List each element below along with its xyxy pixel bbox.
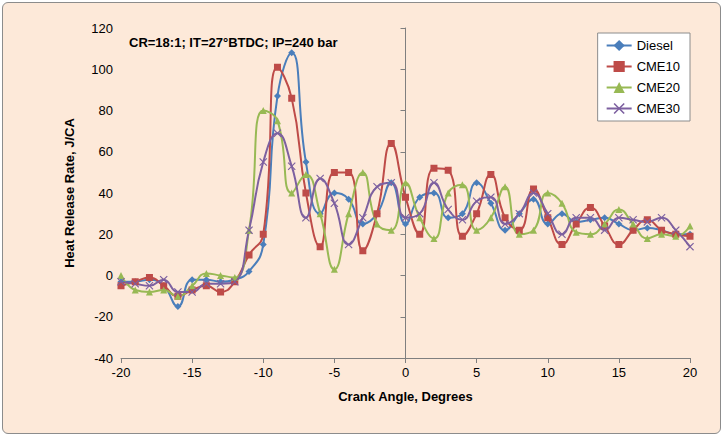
svg-text:120: 120 [91, 21, 113, 36]
svg-text:10: 10 [541, 365, 555, 380]
svg-text:0: 0 [106, 268, 113, 283]
svg-text:5: 5 [473, 365, 480, 380]
svg-text:-10: -10 [254, 365, 273, 380]
svg-text:60: 60 [99, 144, 113, 159]
svg-text:CME10: CME10 [637, 59, 680, 74]
svg-text:15: 15 [612, 365, 626, 380]
svg-text:100: 100 [91, 62, 113, 77]
svg-text:-40: -40 [94, 351, 113, 366]
svg-text:-20: -20 [112, 365, 131, 380]
svg-text:Heat Release Rate, J/CA: Heat Release Rate, J/CA [62, 118, 77, 268]
svg-text:0: 0 [402, 365, 409, 380]
svg-text:-5: -5 [329, 365, 341, 380]
svg-text:40: 40 [99, 186, 113, 201]
svg-text:CME30: CME30 [637, 101, 680, 116]
svg-text:20: 20 [683, 365, 697, 380]
svg-text:CME20: CME20 [637, 80, 680, 95]
svg-text:Diesel: Diesel [637, 38, 673, 53]
svg-text:-20: -20 [94, 309, 113, 324]
svg-text:-15: -15 [183, 365, 202, 380]
svg-text:CR=18:1; IT=27°BTDC; IP=240 ba: CR=18:1; IT=27°BTDC; IP=240 bar [129, 35, 338, 50]
svg-text:80: 80 [99, 103, 113, 118]
svg-text:Crank Angle, Degrees: Crank Angle, Degrees [338, 389, 473, 404]
svg-text:20: 20 [99, 227, 113, 242]
